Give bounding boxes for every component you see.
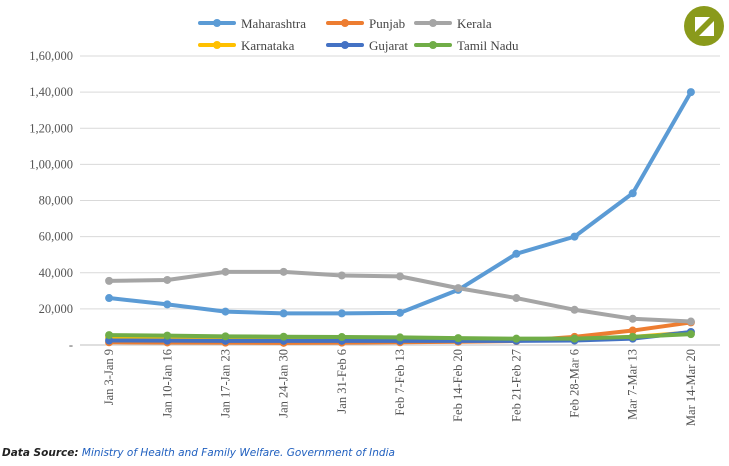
x-tick-label: Feb 14-Feb 20 <box>451 349 465 422</box>
legend-label: Punjab <box>369 16 405 31</box>
logo-mark-lower <box>699 21 714 36</box>
data-point <box>105 276 114 285</box>
data-point <box>163 331 172 340</box>
y-tick-label: 1,40,000 <box>29 85 73 99</box>
x-tick-label: Mar 14-Mar 20 <box>684 349 698 426</box>
x-tick-label: Feb 28-Mar 6 <box>568 349 582 418</box>
y-tick-label: 80,000 <box>39 194 73 208</box>
data-point <box>279 332 288 341</box>
data-point <box>105 294 114 303</box>
line-chart: - 20,000 40,000 60,000 80,000 1,00,000 1,20,00… <box>29 16 720 426</box>
y-tick-label: 1,60,000 <box>29 49 73 63</box>
legend-swatch-marker <box>341 41 349 49</box>
legend-item: Karnataka <box>198 38 295 53</box>
data-source-note: Data Source: Ministry of Health and Fami… <box>2 447 395 459</box>
legend-item: Tamil Nadu <box>414 38 519 53</box>
y-tick-label: 20,000 <box>39 302 73 316</box>
x-tick-label: Jan 10-Jan 16 <box>160 349 174 418</box>
data-point <box>570 232 579 241</box>
gridlines <box>80 55 720 310</box>
legend-label: Maharashtra <box>241 16 306 31</box>
x-tick-label: Feb 21-Feb 27 <box>509 349 523 422</box>
data-point <box>221 307 230 316</box>
x-tick-label: Jan 31-Feb 6 <box>335 349 349 414</box>
data-point <box>337 333 346 342</box>
data-point <box>628 314 637 323</box>
brand-logo <box>684 6 724 46</box>
y-axis-ticks: - 20,000 40,000 60,000 80,000 1,00,000 1,20,00… <box>29 49 73 352</box>
legend-swatch-marker <box>213 19 221 27</box>
data-source-prefix: Data Source: <box>2 447 79 459</box>
logo-circle <box>684 6 724 46</box>
data-point <box>686 330 695 339</box>
data-point <box>628 326 637 335</box>
legend-item: Kerala <box>414 16 492 31</box>
data-point <box>570 305 579 314</box>
x-tick-label: Mar 7-Mar 13 <box>626 349 640 420</box>
legend-swatch-marker <box>213 41 221 49</box>
legend-swatch-marker <box>341 19 349 27</box>
y-tick-label: 40,000 <box>39 266 73 280</box>
data-point <box>396 272 404 281</box>
data-source-text: Ministry of Health and Family Welfare. G… <box>81 447 395 459</box>
legend-item: Gujarat <box>326 38 408 53</box>
x-tick-label: Jan 3-Jan 9 <box>102 349 116 405</box>
series-tamil-nadu <box>105 330 695 343</box>
data-point <box>396 333 404 342</box>
x-axis-ticks: Jan 3-Jan 9 Jan 10-Jan 16 Jan 17-Jan 23 Jan… <box>102 349 698 426</box>
legend-item: Maharashtra <box>198 16 306 31</box>
data-point <box>337 271 346 280</box>
data-point <box>163 300 172 309</box>
legend-swatch-marker <box>429 19 437 27</box>
data-point <box>686 317 695 326</box>
data-point <box>686 88 695 97</box>
y-tick-label: 1,00,000 <box>29 157 73 171</box>
legend-label: Tamil Nadu <box>457 38 519 53</box>
data-point <box>512 334 521 343</box>
x-tick-label: Jan 17-Jan 23 <box>218 349 232 418</box>
data-point <box>221 267 230 276</box>
data-point <box>570 334 579 343</box>
logo-mark-upper <box>695 17 710 32</box>
x-tick-label: Feb 7-Feb 13 <box>393 349 407 416</box>
data-point <box>163 275 172 284</box>
legend-label: Gujarat <box>369 38 408 53</box>
data-point <box>221 332 230 341</box>
series-lines <box>105 88 695 347</box>
legend-label: Karnataka <box>241 38 295 53</box>
legend-label: Kerala <box>457 16 492 31</box>
data-point <box>454 284 463 293</box>
data-point <box>512 294 521 303</box>
data-point <box>512 249 521 258</box>
legend: Maharashtra Punjab Kerala Karnataka Gujarat T… <box>198 16 519 53</box>
legend-swatch-marker <box>429 41 437 49</box>
series-kerala <box>105 267 695 326</box>
data-point <box>105 331 114 340</box>
y-tick-label: - <box>69 338 73 352</box>
y-tick-label: 60,000 <box>39 230 73 244</box>
data-point <box>396 308 404 317</box>
y-tick-label: 1,20,000 <box>29 121 73 135</box>
data-point <box>454 334 463 343</box>
data-point <box>279 309 288 318</box>
data-point <box>628 332 637 341</box>
data-point <box>628 189 637 198</box>
series-maharashtra <box>105 88 695 318</box>
x-tick-label: Jan 24-Jan 30 <box>277 349 291 418</box>
data-point <box>337 309 346 318</box>
data-point <box>279 267 288 276</box>
legend-item: Punjab <box>326 16 405 31</box>
